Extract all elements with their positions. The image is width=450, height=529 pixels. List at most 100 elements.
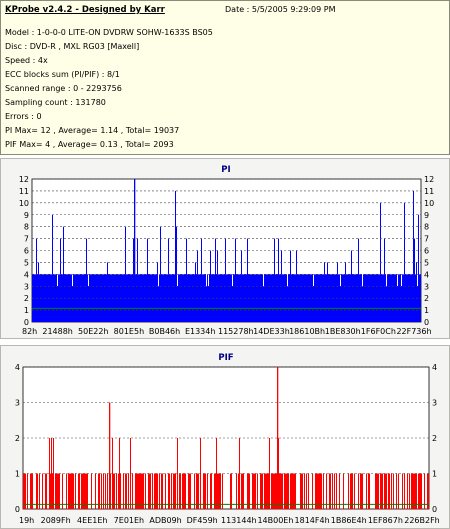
pif-bar	[238, 473, 239, 509]
pi-bar	[166, 274, 167, 322]
pi-bar	[415, 274, 416, 322]
pif-bar	[217, 473, 218, 509]
pif-bars	[23, 367, 429, 509]
pi-bar	[72, 286, 73, 322]
pif-bar	[404, 473, 405, 509]
pi-bar	[207, 274, 208, 322]
range-line: Scanned range : 0 - 2293756	[5, 84, 122, 93]
pi-ytick-right: 6	[424, 247, 429, 256]
pif-bar	[30, 473, 31, 509]
pif-bar	[128, 473, 129, 509]
pi-bar	[167, 274, 168, 322]
pi-bar	[290, 250, 291, 322]
pi-bar	[239, 274, 240, 322]
pif-bar	[154, 473, 155, 509]
pi-bar	[345, 262, 346, 322]
pi-bar	[238, 274, 239, 322]
pif-bar	[414, 473, 415, 509]
pif-bar	[317, 473, 318, 509]
pi-bar	[214, 274, 215, 322]
pif-ytick-left: 3	[15, 399, 20, 408]
pif-bar	[377, 473, 378, 509]
pif-bar	[218, 473, 219, 509]
pi-bar	[319, 274, 320, 322]
pif-bar	[281, 473, 282, 509]
pi-bar	[57, 286, 58, 322]
model-line: Model : 1-0-0-0 LITE-ON DVDRW SOHW-1633S…	[5, 28, 213, 37]
pi-ytick-right: 9	[424, 211, 429, 220]
pi-bar	[334, 274, 335, 322]
pi-bar	[311, 274, 312, 322]
pi-bar	[295, 274, 296, 322]
pi-bar	[39, 274, 40, 322]
pi-bar	[195, 262, 196, 322]
pi-bar	[386, 286, 387, 322]
pi-bar	[71, 274, 72, 322]
pi-bar	[155, 274, 156, 322]
pif-bar	[375, 473, 376, 509]
pi-bar	[151, 274, 152, 322]
pi-bar	[410, 274, 411, 322]
pi-bar	[394, 274, 395, 322]
pif-bar	[113, 473, 114, 509]
pi-bar	[407, 274, 408, 322]
pif-bar	[264, 473, 265, 509]
pi-bar	[266, 274, 267, 322]
pif-bar	[350, 473, 351, 509]
pi-xtick-label: 22F736h	[396, 327, 431, 336]
pif-bar	[180, 473, 181, 509]
pif-bar	[427, 473, 428, 509]
pif-bar	[253, 473, 254, 509]
pif-bar	[352, 473, 353, 509]
pif-bar	[243, 473, 244, 509]
pif-xtick-label: 226B2Fh	[404, 516, 440, 525]
pif-xtick-label: 7E01Eh	[114, 516, 144, 525]
pif-bar	[103, 473, 104, 509]
pi-bar	[198, 274, 199, 322]
pi-bar	[55, 274, 56, 322]
pi-bar	[58, 274, 59, 322]
pi-bar	[139, 274, 140, 322]
pif-bar	[205, 473, 206, 509]
pi-bar	[351, 250, 352, 322]
pif-ytick-right: 0	[432, 505, 437, 514]
pi-bar	[178, 274, 179, 322]
pi-bar	[118, 274, 119, 322]
pi-bar	[215, 238, 216, 322]
pif-bar	[304, 473, 305, 509]
pi-bar	[337, 262, 338, 322]
pi-bar	[338, 274, 339, 322]
pif-bar	[308, 473, 309, 509]
pi-bar	[42, 274, 43, 322]
pif-bar	[140, 473, 141, 509]
pi-bar	[383, 274, 384, 322]
pif-bar	[329, 473, 330, 509]
pi-bar	[199, 274, 200, 322]
ecc-line: ECC blocks sum (PI/PIF) : 8/1	[5, 70, 120, 79]
pif-bar	[290, 473, 291, 509]
pif-bar	[273, 473, 274, 509]
pi-bar	[174, 274, 175, 322]
pif-bar	[156, 473, 157, 509]
pif-bar	[83, 473, 84, 509]
pif-max-bar	[277, 367, 279, 509]
pif-bar	[421, 473, 422, 509]
pif-bar	[126, 473, 127, 509]
pi-bar	[114, 274, 115, 322]
pif-bar	[222, 473, 223, 509]
pi-bar	[271, 274, 272, 322]
pif-xtick-label: ADB09h	[149, 516, 181, 525]
pi-bar	[366, 274, 367, 322]
pif-bar	[118, 473, 119, 509]
pif-bar	[411, 473, 412, 509]
pif-bar	[415, 473, 416, 509]
pi-bar	[327, 262, 328, 322]
pi-bar	[318, 274, 319, 322]
pif-bar	[326, 473, 327, 509]
pi-bar	[267, 274, 268, 322]
pif-bar	[301, 473, 302, 509]
pif-bar	[75, 473, 76, 509]
pi-bar	[315, 274, 316, 322]
pif-bar	[380, 473, 381, 509]
pi-bar	[131, 274, 132, 322]
